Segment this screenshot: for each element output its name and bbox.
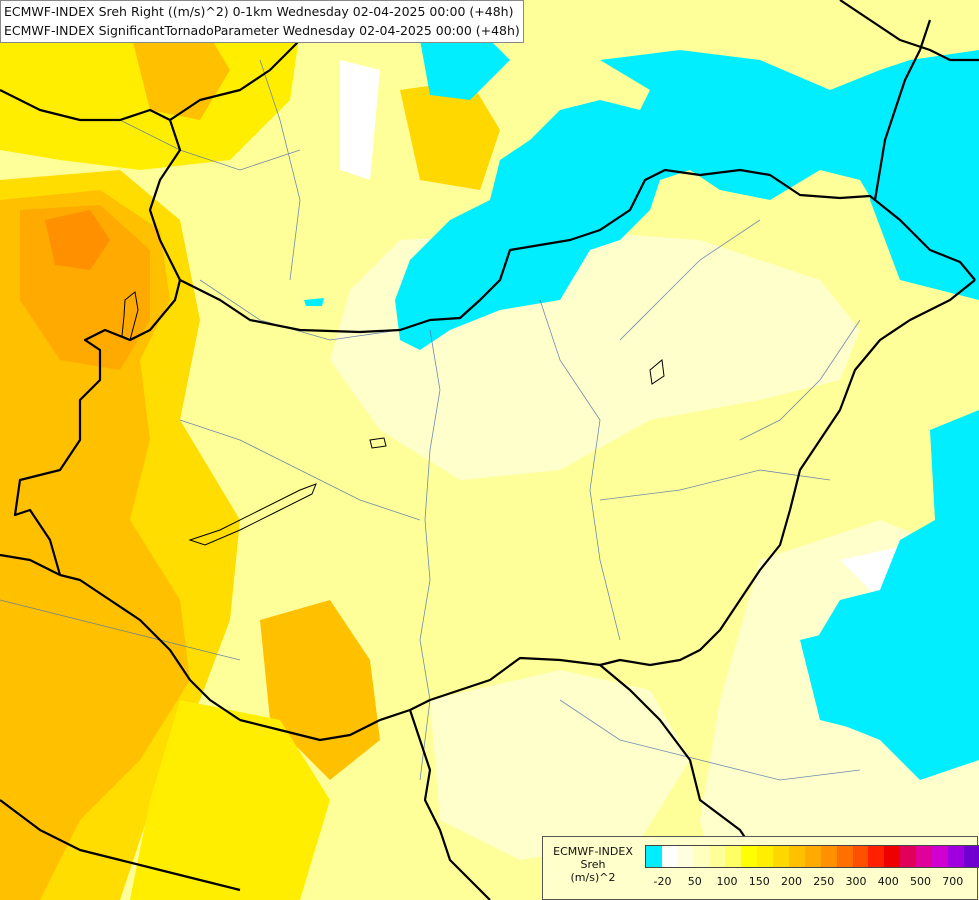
orange-region-north-2: [400, 80, 500, 190]
legend-swatch: [677, 846, 694, 867]
legend-swatch: [725, 846, 742, 867]
legend-title: ECMWF-INDEX Sreh (m/s)^2: [547, 845, 639, 884]
border-croatia: [0, 553, 61, 576]
legend-tick-label: 500: [909, 875, 931, 888]
legend-swatch: [932, 846, 948, 867]
lake-balaton: [188, 483, 317, 546]
legend-swatch: [693, 846, 710, 867]
cyan-region-northeast: [870, 90, 979, 300]
legend-swatch: [741, 846, 758, 867]
legend-swatch: [804, 846, 821, 867]
border-hungary-north: [179, 168, 976, 334]
legend-swatch: [916, 846, 933, 867]
orange-region-north: [130, 20, 230, 120]
legend-title-line: (m/s)^2: [570, 871, 616, 884]
legend-swatch: [789, 846, 805, 867]
legend-swatch: [868, 846, 885, 867]
legend-swatch: [900, 846, 917, 867]
border-hungary-west: [13, 279, 182, 576]
legend-color-scale: [645, 845, 979, 868]
yellow-region-south: [130, 700, 330, 900]
legend-title-line: Sreh: [580, 858, 606, 871]
legend-title-line: ECMWF-INDEX: [553, 845, 633, 858]
color-legend: ECMWF-INDEX Sreh (m/s)^2 -20 50 100 150 200 2…: [542, 836, 979, 900]
border-hungary-east: [599, 279, 976, 667]
border-austria-north: [0, 89, 171, 122]
legend-swatch: [820, 846, 837, 867]
white-region-north: [340, 60, 380, 180]
legend-tick-label: 250: [813, 875, 835, 888]
legend-swatch: [709, 846, 726, 867]
legend-swatch: [773, 846, 790, 867]
orange-region-west: [0, 190, 190, 900]
legend-tick-label: 300: [845, 875, 867, 888]
legend-tick-label: -20: [653, 875, 672, 888]
legend-tick-label: 200: [780, 875, 802, 888]
title-line-stp: ECMWF-INDEX SignificantTornadoParameter …: [4, 23, 520, 38]
lake-small-2: [649, 359, 665, 385]
legend-tick-labels: -20 50 100 150 200 250 300 400 500 700: [645, 875, 975, 889]
lake-small-1: [369, 437, 387, 449]
legend-tick-label: 400: [877, 875, 899, 888]
legend-swatch: [963, 846, 979, 867]
legend-tick-label: 150: [748, 875, 770, 888]
cyan-region-north-small: [420, 30, 510, 100]
legend-tick-label: 100: [716, 875, 738, 888]
border-serbia-croatia: [408, 709, 491, 900]
cyan-region-islet: [304, 298, 324, 306]
legend-swatch: [661, 846, 678, 867]
legend-swatch: [757, 846, 774, 867]
legend-tick-label: 700: [942, 875, 964, 888]
legend-tick-label: 50: [687, 875, 702, 888]
legend-swatch: [884, 846, 901, 867]
border-slovenia: [0, 799, 241, 892]
legend-swatch: [947, 846, 964, 867]
legend-swatch: [646, 846, 662, 867]
legend-swatch: [836, 846, 853, 867]
cyan-region-north: [395, 50, 979, 350]
title-line-sreh: ECMWF-INDEX Sreh Right ((m/s)^2) 0-1km W…: [4, 4, 514, 19]
border-ukraine: [873, 19, 932, 201]
orange-region-deep: [45, 210, 110, 270]
cyan-region-east-2: [800, 620, 979, 740]
rivers: [0, 59, 861, 781]
border-north-east: [839, 0, 979, 62]
pale-region-south: [430, 670, 690, 860]
map-title-box: ECMWF-INDEX Sreh Right ((m/s)^2) 0-1km W…: [0, 0, 524, 43]
legend-swatch: [852, 846, 869, 867]
border-hungary-south: [59, 573, 601, 742]
